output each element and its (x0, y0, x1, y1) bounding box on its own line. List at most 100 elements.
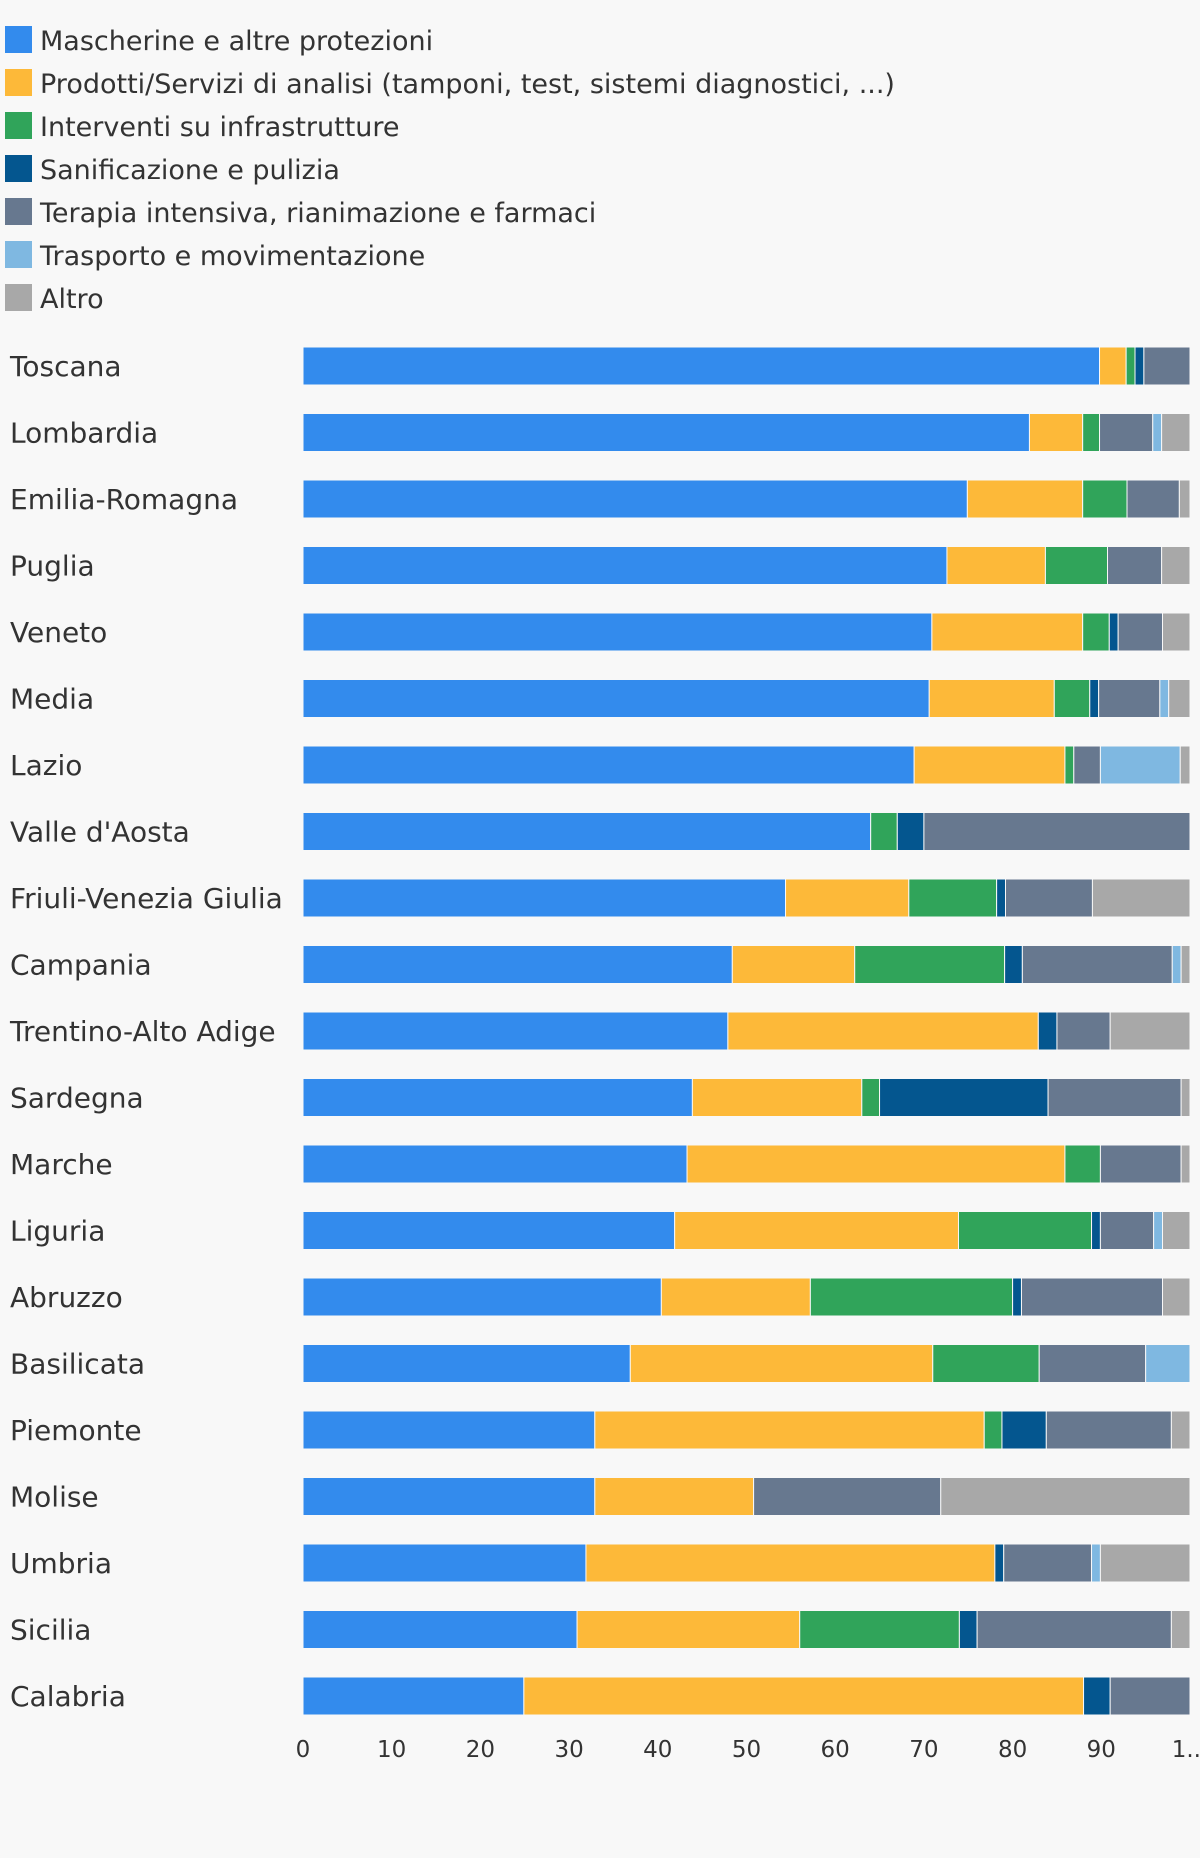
bar-segment (958, 1610, 978, 1649)
bar-segment (957, 1211, 1093, 1250)
bar-segment (1091, 1543, 1101, 1583)
bar-segment (1109, 1011, 1191, 1051)
x-tick-label: 20 (466, 1737, 495, 1763)
bar-segment (1091, 878, 1191, 918)
legend-label: Trasporto e movimentazione (39, 241, 425, 272)
bar-segment (1037, 1011, 1058, 1051)
bar-segment (1044, 546, 1109, 585)
bar-segment (1178, 479, 1191, 519)
bar-segment (727, 1011, 1039, 1051)
bar-segment (302, 1211, 676, 1250)
bar-segment (302, 878, 787, 918)
bar-segment (1159, 679, 1170, 718)
bar-segment (1098, 679, 1161, 718)
bar-segment (1099, 745, 1181, 785)
bar-segment (1082, 479, 1128, 519)
category-label: Basilicata (10, 1348, 145, 1381)
x-tick-label: 30 (554, 1737, 583, 1763)
bar-segment (870, 812, 898, 851)
bar-segment (594, 1477, 755, 1516)
bar-segment (302, 546, 948, 585)
category-label: Liguria (10, 1215, 105, 1248)
bar-segment (302, 1676, 525, 1716)
bar-segment (1099, 413, 1154, 452)
bar-segment (302, 346, 1101, 386)
bar-segment (923, 812, 1191, 851)
category-label: Marche (10, 1148, 113, 1181)
legend-swatch (5, 241, 32, 268)
legend-label: Sanificazione e pulizia (40, 155, 340, 186)
category-label: Valle d'Aosta (10, 816, 190, 849)
bar-segment (674, 1211, 959, 1250)
bar-segment (302, 745, 915, 785)
bar-segment (302, 1144, 688, 1184)
bar-segment (1089, 679, 1100, 718)
bar-segment (1064, 1144, 1101, 1184)
bar-segment (994, 1543, 1005, 1583)
category-label: Trentino-Alto Adige (9, 1015, 276, 1048)
x-tick-label: 40 (643, 1737, 672, 1763)
bar-segment (1161, 413, 1191, 452)
legend-swatch (5, 198, 32, 225)
bar-segment (1153, 1211, 1164, 1250)
bar-segment (302, 1543, 587, 1583)
bar-segment (1099, 346, 1127, 386)
category-label: Sicilia (10, 1614, 91, 1647)
category-label: Campania (10, 949, 152, 982)
bar-segment (1162, 612, 1191, 652)
x-tick-label: 10 (377, 1737, 406, 1763)
bar-segment (896, 812, 925, 851)
bar-segment (1091, 1211, 1101, 1250)
bar-segment (1180, 1078, 1191, 1117)
bar-segment (1143, 346, 1191, 386)
bar-segment (1064, 745, 1075, 785)
category-label: Media (10, 683, 94, 716)
bar-segment (1056, 1011, 1111, 1051)
bar-segment (302, 1277, 662, 1317)
bar-segment (302, 1344, 631, 1383)
bar-segment (302, 812, 872, 851)
bar-segment (731, 945, 856, 984)
bar-segment (940, 1477, 1191, 1516)
category-label: Molise (10, 1481, 99, 1514)
bar-segment (932, 1344, 1040, 1383)
bar-segment (302, 1011, 729, 1051)
bar-segment (302, 679, 930, 718)
bar-segment (1045, 1410, 1172, 1450)
bar-segment (302, 945, 733, 984)
bar-segment (1179, 745, 1191, 785)
bar-segment (1028, 413, 1084, 452)
bar-segment (1020, 1277, 1163, 1317)
bar-segment (1001, 1410, 1047, 1450)
bar-segment (1125, 346, 1136, 386)
bar-segment (1005, 878, 1093, 918)
bar-segment (302, 612, 933, 652)
bar-segment (1180, 945, 1191, 984)
bar-segment (931, 612, 1084, 652)
bar-segment (928, 679, 1055, 718)
bar-segment (1168, 679, 1191, 718)
bar-segment (1152, 413, 1163, 452)
bar-segment (1099, 1211, 1155, 1250)
bar-segment (861, 1078, 881, 1117)
bar-segment (594, 1410, 985, 1450)
bar-segment (1117, 612, 1164, 652)
legend: Mascherine e altre protezioni Prodotti/Se… (5, 26, 895, 315)
bar-segment (302, 1410, 596, 1450)
bar-segment (585, 1543, 996, 1583)
legend-swatch (5, 69, 32, 96)
bar-segment (913, 745, 1066, 785)
bar-segment (908, 878, 998, 918)
bar-segment (302, 413, 1030, 452)
bar-segment (1038, 1344, 1147, 1383)
bar-segment (1171, 945, 1182, 984)
category-label: Sardegna (10, 1082, 144, 1115)
legend-swatch (5, 284, 32, 311)
category-label: Calabria (10, 1680, 126, 1713)
legend-swatch (5, 26, 32, 53)
bar-segment (1170, 1610, 1191, 1649)
bar-segment (976, 1610, 1172, 1649)
x-tick-label: 0 (296, 1737, 311, 1763)
bars (302, 346, 1191, 1716)
bar-segment (1170, 1410, 1191, 1450)
